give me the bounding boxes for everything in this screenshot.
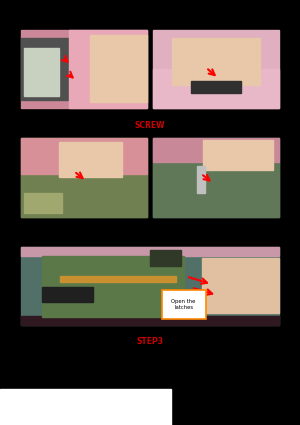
Bar [21,138,147,217]
Text: STEP3: STEP3 [136,337,164,346]
Bar [21,138,147,173]
Bar [60,275,176,282]
Bar [153,138,279,162]
Bar [21,30,147,108]
Bar [21,246,279,325]
Bar [172,38,260,85]
Bar [203,140,273,170]
FancyBboxPatch shape [162,290,206,319]
Bar [42,287,93,302]
Bar [59,142,122,178]
Bar [153,162,279,217]
Text: Open the
latches: Open the latches [171,299,196,310]
Bar [21,316,279,325]
Bar [0,389,171,425]
Bar [24,48,59,96]
Bar [153,30,279,108]
Bar [69,30,147,108]
Bar [202,258,279,313]
Bar [150,250,181,266]
Bar [197,166,205,193]
Bar [191,81,241,93]
Bar [21,246,279,256]
Bar [24,193,62,212]
Bar [21,173,147,217]
Bar [42,256,184,317]
Bar [21,38,69,100]
Bar [153,138,279,217]
Text: SCREW: SCREW [135,121,165,130]
Bar [153,69,279,108]
Bar [90,35,147,102]
